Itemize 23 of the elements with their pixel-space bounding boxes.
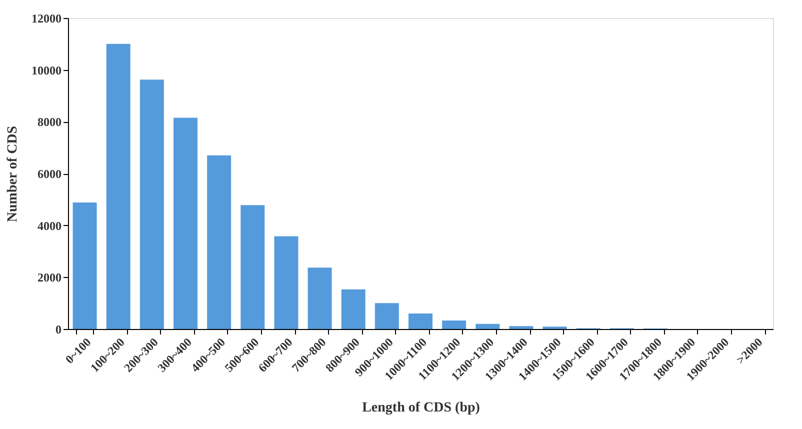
bar <box>442 320 466 329</box>
bar <box>274 236 298 329</box>
y-tick-label: 6000 <box>38 167 62 181</box>
y-tick-label: 4000 <box>38 218 62 233</box>
bar <box>72 202 97 329</box>
y-tick-label: 0 <box>56 322 62 336</box>
y-axis-title: Number of CDS <box>6 126 20 222</box>
bar <box>106 44 130 329</box>
bar <box>509 326 534 329</box>
y-tick-label: 2000 <box>38 270 62 285</box>
y-tick-label: 12000 <box>32 12 62 26</box>
bar <box>240 205 265 329</box>
bar <box>476 324 500 329</box>
y-tick-label: 10000 <box>32 63 62 78</box>
y-tick-label: 8000 <box>38 115 62 130</box>
bar <box>140 80 164 329</box>
bar <box>341 289 366 329</box>
bar <box>308 268 332 329</box>
bar <box>207 155 232 329</box>
bar <box>374 303 399 329</box>
bar <box>174 118 198 329</box>
x-axis-title: Length of CDS (bp) <box>362 400 480 416</box>
bar <box>408 313 432 329</box>
